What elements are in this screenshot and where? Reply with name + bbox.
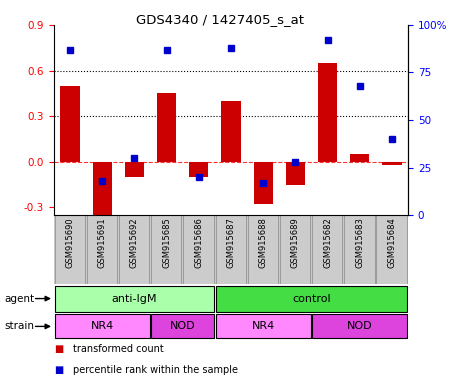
Bar (216, 314, 311, 339)
Bar (344, 215, 375, 284)
Bar (248, 215, 278, 284)
Text: anti-IgM: anti-IgM (112, 293, 157, 304)
Bar (350, 154, 370, 162)
Bar (54, 314, 150, 339)
Bar (54, 286, 214, 311)
Text: ■: ■ (54, 344, 63, 354)
Bar (377, 215, 407, 284)
Text: NOD: NOD (170, 321, 196, 331)
Bar (119, 215, 149, 284)
Bar (216, 215, 246, 284)
Text: GSM915691: GSM915691 (98, 217, 107, 268)
Text: GSM915690: GSM915690 (66, 217, 75, 268)
Text: ■: ■ (54, 365, 63, 375)
Bar (183, 215, 213, 284)
Text: GSM915688: GSM915688 (259, 217, 268, 268)
Bar (286, 162, 305, 185)
Bar (318, 63, 337, 162)
Bar (221, 101, 241, 162)
Text: agent: agent (5, 293, 35, 304)
Text: GSM915684: GSM915684 (387, 217, 396, 268)
Bar (189, 162, 208, 177)
Bar (151, 215, 182, 284)
Bar (382, 162, 401, 165)
Bar (87, 215, 117, 284)
Text: NR4: NR4 (251, 321, 275, 331)
Text: GSM915683: GSM915683 (355, 217, 364, 268)
Text: strain: strain (5, 321, 35, 331)
Text: NOD: NOD (347, 321, 372, 331)
Text: transformed count: transformed count (73, 344, 163, 354)
Bar (151, 314, 214, 339)
Text: GDS4340 / 1427405_s_at: GDS4340 / 1427405_s_at (136, 13, 304, 26)
Bar (216, 286, 408, 311)
Text: GSM915685: GSM915685 (162, 217, 171, 268)
Bar (157, 93, 176, 162)
Text: GSM915692: GSM915692 (130, 217, 139, 268)
Bar (61, 86, 80, 162)
Bar (92, 162, 112, 215)
Text: GSM915687: GSM915687 (227, 217, 235, 268)
Bar (280, 215, 310, 284)
Bar (312, 314, 408, 339)
Text: GSM915686: GSM915686 (194, 217, 203, 268)
Bar (312, 215, 342, 284)
Text: percentile rank within the sample: percentile rank within the sample (73, 365, 238, 375)
Bar (54, 215, 85, 284)
Text: control: control (292, 293, 331, 304)
Text: NR4: NR4 (91, 321, 114, 331)
Text: GSM915689: GSM915689 (291, 217, 300, 268)
Bar (125, 162, 144, 177)
Text: GSM915682: GSM915682 (323, 217, 332, 268)
Bar (254, 162, 273, 204)
